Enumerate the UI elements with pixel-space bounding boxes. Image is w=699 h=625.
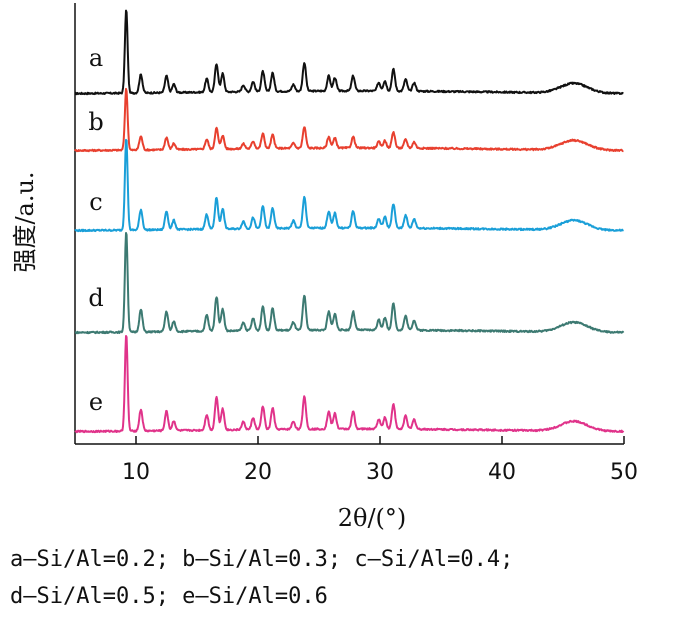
series-label-d: d bbox=[88, 284, 103, 312]
caption-line-2: d—Si/Al=0.5; e—Si/Al=0.6 bbox=[10, 584, 328, 609]
series-line-e bbox=[74, 335, 625, 434]
caption-line-1: a—Si/Al=0.2; b—Si/Al=0.3; c—Si/Al=0.4; bbox=[10, 547, 514, 572]
series-label-c: c bbox=[89, 188, 102, 216]
series-line-d bbox=[74, 232, 625, 335]
axes bbox=[74, 3, 624, 445]
x-tick-label: 10 bbox=[122, 460, 150, 485]
x-ticks: 10 20 30 40 50 bbox=[122, 436, 638, 485]
series-label-a: a bbox=[89, 44, 103, 72]
series-labels: a b c d e bbox=[88, 44, 103, 416]
series-label-b: b bbox=[88, 108, 103, 136]
series-line-c bbox=[74, 138, 624, 233]
x-tick-label: 30 bbox=[366, 460, 394, 485]
x-tick-label: 40 bbox=[488, 460, 516, 485]
x-tick-label: 50 bbox=[610, 460, 638, 485]
series-group bbox=[74, 9, 625, 434]
x-axis-title: 2θ/(°) bbox=[338, 504, 407, 532]
xrd-chart: 10 20 30 40 50 a b c d e 2θ/(°) 强度/a.u. bbox=[11, 3, 638, 532]
x-tick-label: 20 bbox=[244, 460, 272, 485]
series-line-b bbox=[74, 87, 624, 153]
series-line-a bbox=[74, 9, 624, 96]
series-label-e: e bbox=[89, 388, 103, 416]
y-axis-title: 强度/a.u. bbox=[11, 171, 39, 272]
